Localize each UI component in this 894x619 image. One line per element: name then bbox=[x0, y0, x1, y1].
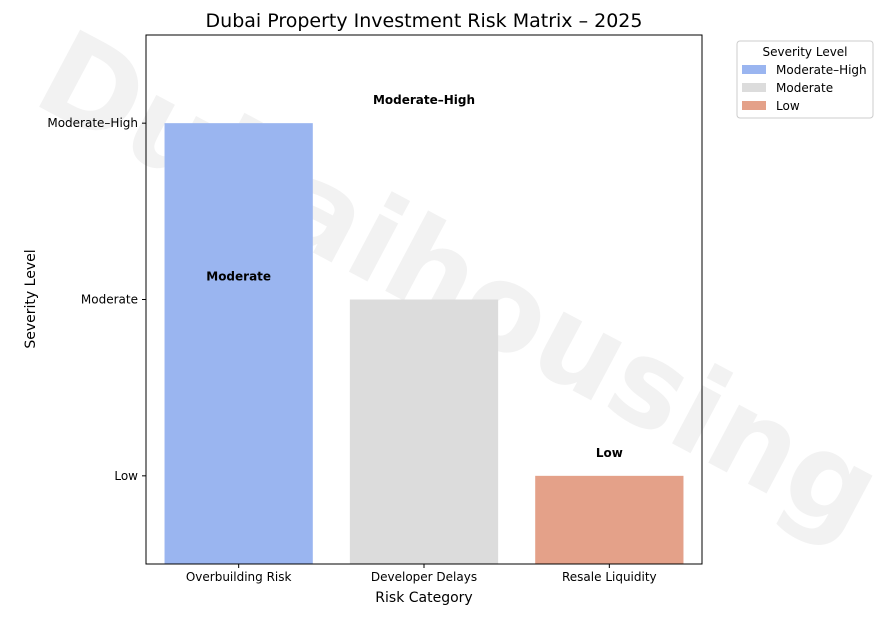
x-axis-label: Risk Category bbox=[375, 590, 472, 606]
bar-annotation: Moderate–High bbox=[373, 93, 475, 107]
x-tick-label: Resale Liquidity bbox=[562, 570, 657, 584]
bar-resale-liquidity bbox=[535, 475, 684, 564]
legend-frame bbox=[736, 40, 874, 119]
x-tick-label: Overbuilding Risk bbox=[186, 570, 292, 584]
x-axis-ticks: Overbuilding Risk Developer Delays Resale … bbox=[186, 564, 657, 584]
y-tick-label: Moderate–High bbox=[47, 116, 138, 130]
legend-swatch bbox=[742, 101, 766, 110]
chart-title: Dubai Property Investment Risk Matrix – … bbox=[206, 10, 643, 32]
legend-entry-label: Low bbox=[776, 99, 800, 113]
legend-swatch bbox=[742, 83, 766, 92]
annotations-layer: Moderate–High Moderate Low bbox=[206, 93, 623, 460]
y-tick-label: Moderate bbox=[81, 293, 138, 307]
legend-title: Severity Level bbox=[762, 45, 847, 59]
legend-entry-label: Moderate–High bbox=[776, 63, 867, 77]
legend-entries: Moderate–High Moderate Low bbox=[742, 63, 867, 113]
y-tick-label: Low bbox=[114, 469, 138, 483]
bar-annotation: Moderate bbox=[206, 270, 271, 284]
x-tick-label: Developer Delays bbox=[371, 570, 477, 584]
legend-swatch bbox=[742, 65, 766, 74]
y-axis-ticks: Low Moderate Moderate–High bbox=[47, 116, 146, 483]
bars-layer bbox=[164, 123, 684, 565]
y-axis-label: Severity Level bbox=[23, 249, 39, 348]
bar-developer-delays bbox=[349, 299, 499, 564]
legend-entry-label: Moderate bbox=[776, 81, 833, 95]
bar-overbuilding-risk bbox=[164, 123, 313, 565]
legend: Severity Level Moderate–High Moderate Low bbox=[736, 40, 874, 119]
bar-annotation: Low bbox=[596, 446, 623, 460]
